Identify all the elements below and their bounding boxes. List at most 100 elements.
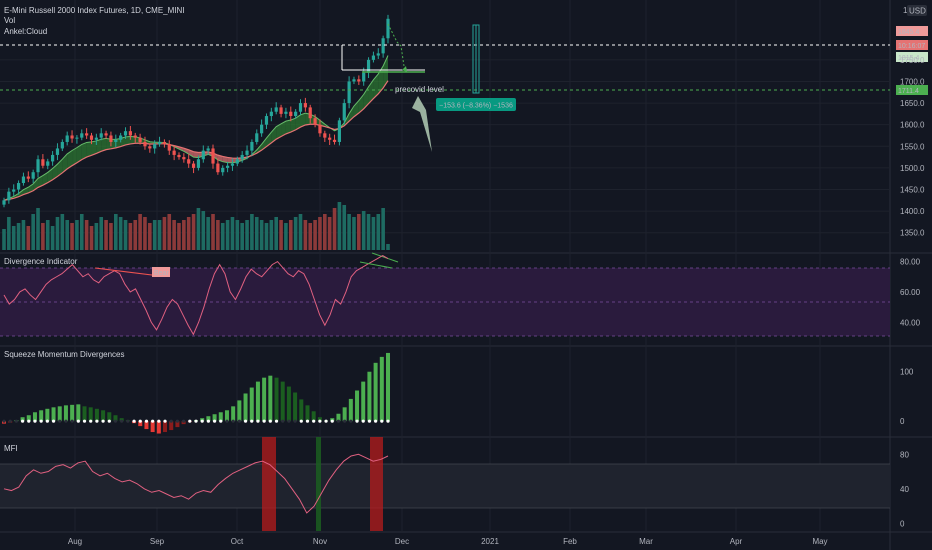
volume-bar <box>36 208 40 250</box>
squeeze-bar <box>361 381 366 422</box>
vol-legend[interactable]: Vol <box>4 16 15 25</box>
cloud-segment <box>285 119 291 134</box>
candle-body <box>303 103 307 108</box>
volume-bar <box>318 217 322 250</box>
squeeze-dot <box>27 419 31 423</box>
volume-bar <box>288 220 293 250</box>
volume-bar <box>143 217 147 250</box>
candle-body <box>332 139 337 142</box>
volume-bar <box>357 214 361 250</box>
scale-badge: 1 <box>903 6 908 15</box>
squeeze-dot <box>256 419 260 423</box>
cloud-segment <box>86 141 92 158</box>
projection-arrow[interactable] <box>387 23 408 71</box>
squeeze-bars <box>2 352 390 434</box>
squeeze-bar <box>39 410 44 422</box>
candle-body <box>264 116 269 125</box>
price-axis[interactable]: 1 USD 1845.4 10:16:07 1815.4 1711.4 1750… <box>896 5 928 238</box>
squeeze-dot <box>343 419 347 423</box>
candle-body <box>104 133 108 136</box>
squeeze-bar <box>212 414 217 422</box>
candle-body <box>16 183 21 190</box>
squeeze-dot <box>367 419 372 423</box>
candle-body <box>274 107 278 112</box>
mfi-pane[interactable]: MFI 80 40 0 <box>0 437 909 531</box>
volume-bar <box>284 223 288 250</box>
squeeze-dot <box>95 419 99 423</box>
volume-bar <box>172 220 176 250</box>
squeeze-bar <box>293 392 298 422</box>
squeeze-dot <box>355 419 359 423</box>
price-tick-label: 1350.0 <box>900 229 925 238</box>
volume-bar <box>235 220 240 250</box>
price-pane[interactable]: −153.6 (−8.36%) −1536 precovid level <box>0 14 890 263</box>
squeeze-bar <box>101 410 106 422</box>
squeeze-dot <box>324 419 328 423</box>
squeeze-dot <box>132 419 136 423</box>
squeeze-bar <box>305 405 310 422</box>
candle-body <box>187 159 191 164</box>
cloud-segment <box>227 157 233 163</box>
volume-bar <box>352 217 356 250</box>
squeeze-bar <box>138 421 143 427</box>
mfi-line <box>3 453 389 514</box>
volume-bar <box>21 220 26 250</box>
squeeze-dot <box>188 419 192 423</box>
mfi-title[interactable]: MFI <box>4 444 18 453</box>
volume-bar <box>123 220 128 250</box>
cloud-segment <box>96 139 102 154</box>
squeeze-bar <box>32 412 37 422</box>
candle-body <box>366 59 371 73</box>
volume-bar <box>206 217 210 250</box>
candle-body <box>386 18 390 39</box>
divergence-tick-label: 60.00 <box>900 288 921 297</box>
candle-body <box>342 103 346 121</box>
cloud-legend[interactable]: Ankel:Cloud <box>4 27 47 36</box>
squeeze-bar <box>348 398 353 422</box>
squeeze-pane[interactable]: Squeeze Momentum Divergences 100 0 <box>2 350 914 434</box>
time-tick-label: May <box>812 537 827 546</box>
squeeze-bar <box>367 371 372 422</box>
squeeze-title[interactable]: Squeeze Momentum Divergences <box>4 350 125 359</box>
big-arrow-icon[interactable] <box>412 96 432 152</box>
candle-body <box>250 141 254 151</box>
candle-body <box>138 137 142 142</box>
candle-body <box>191 163 196 168</box>
volume-bar <box>138 214 142 250</box>
volume-bar <box>2 229 6 250</box>
mfi-band <box>0 464 890 508</box>
candle-body <box>172 150 176 155</box>
volume-bar <box>94 223 99 250</box>
squeeze-bar <box>373 362 378 422</box>
price-tick-label: 1700.0 <box>900 77 925 86</box>
second-price-badge: 1815.4 <box>898 55 920 62</box>
divergence-pane[interactable]: Bear Divergence Indicator 80.00 60.00 40.0… <box>0 254 921 337</box>
squeeze-dot <box>126 419 130 423</box>
price-tick-label: 1450.0 <box>900 186 925 195</box>
volume-bar <box>26 226 31 250</box>
candle-body <box>75 137 79 139</box>
candle-body <box>298 103 303 112</box>
squeeze-dot <box>113 419 118 423</box>
volume-bar <box>167 214 172 250</box>
squeeze-bar <box>243 393 248 422</box>
time-axis[interactable]: Aug Sep Oct Nov Dec 2021 Feb Mar Apr May <box>68 537 828 546</box>
projection-arrow-head <box>402 66 407 72</box>
squeeze-dot <box>225 419 229 423</box>
squeeze-dot <box>299 419 303 423</box>
squeeze-dot <box>336 419 341 423</box>
candle-body <box>376 53 380 56</box>
candle-body <box>221 167 225 173</box>
volume-bar <box>381 208 385 250</box>
candle-body <box>51 154 55 162</box>
candlestick-series <box>2 14 390 208</box>
squeeze-bar <box>45 408 50 422</box>
volume-bar <box>148 223 152 250</box>
mfi-overbought-zone-1 <box>262 437 276 531</box>
squeeze-dot <box>169 419 173 423</box>
cloud-segment <box>266 132 272 147</box>
divergence-title[interactable]: Divergence Indicator <box>4 257 78 266</box>
candle-body <box>36 159 40 173</box>
volume-bar <box>162 217 167 250</box>
squeeze-dot <box>243 419 248 423</box>
